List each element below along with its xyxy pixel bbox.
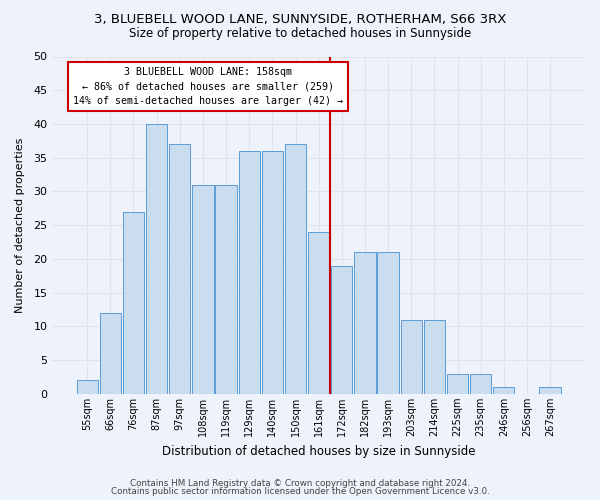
Bar xyxy=(77,380,98,394)
X-axis label: Distribution of detached houses by size in Sunnyside: Distribution of detached houses by size … xyxy=(162,444,475,458)
Bar xyxy=(192,184,214,394)
Bar xyxy=(308,232,329,394)
Text: Contains HM Land Registry data © Crown copyright and database right 2024.: Contains HM Land Registry data © Crown c… xyxy=(130,478,470,488)
Text: Contains public sector information licensed under the Open Government Licence v3: Contains public sector information licen… xyxy=(110,487,490,496)
Text: 3, BLUEBELL WOOD LANE, SUNNYSIDE, ROTHERHAM, S66 3RX: 3, BLUEBELL WOOD LANE, SUNNYSIDE, ROTHER… xyxy=(94,12,506,26)
Bar xyxy=(401,320,422,394)
Y-axis label: Number of detached properties: Number of detached properties xyxy=(15,138,25,313)
Bar xyxy=(539,387,561,394)
Bar xyxy=(331,266,352,394)
Bar xyxy=(146,124,167,394)
Bar xyxy=(285,144,306,394)
Text: Size of property relative to detached houses in Sunnyside: Size of property relative to detached ho… xyxy=(129,28,471,40)
Bar xyxy=(123,212,144,394)
Bar xyxy=(100,313,121,394)
Bar xyxy=(215,184,237,394)
Bar xyxy=(355,252,376,394)
Bar xyxy=(424,320,445,394)
Bar xyxy=(169,144,190,394)
Bar xyxy=(239,151,260,394)
Bar xyxy=(377,252,399,394)
Bar xyxy=(262,151,283,394)
Text: 3 BLUEBELL WOOD LANE: 158sqm
← 86% of detached houses are smaller (259)
14% of s: 3 BLUEBELL WOOD LANE: 158sqm ← 86% of de… xyxy=(73,66,343,106)
Bar xyxy=(447,374,468,394)
Bar xyxy=(493,387,514,394)
Bar xyxy=(470,374,491,394)
